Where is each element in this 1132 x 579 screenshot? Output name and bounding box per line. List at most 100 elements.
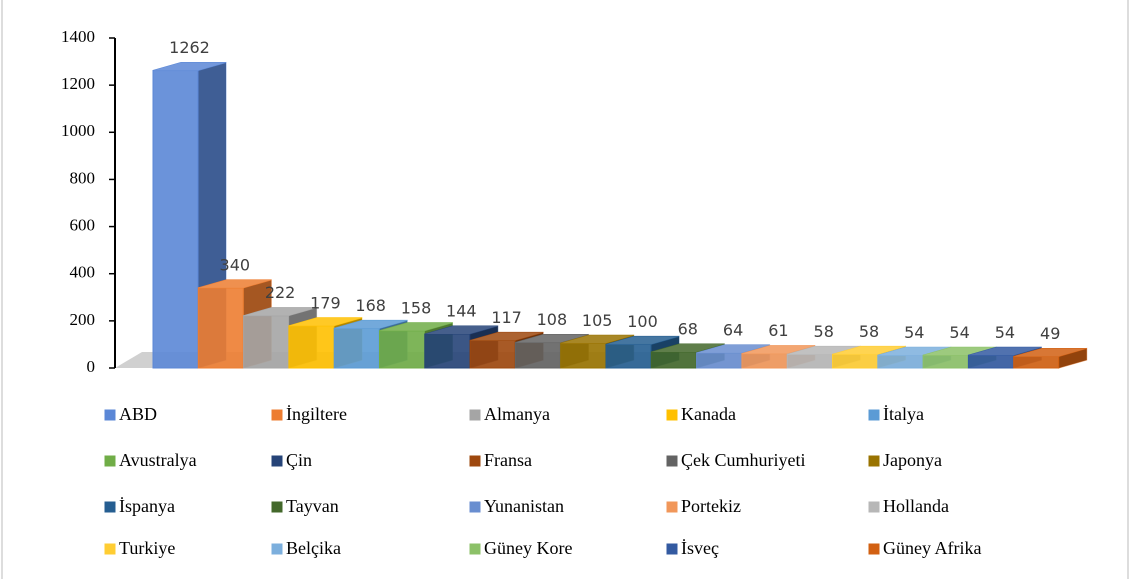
bar-top: [651, 343, 725, 353]
legend-swatch: [469, 501, 481, 513]
bar-top-light: [243, 307, 317, 316]
bar-front: [1013, 355, 1060, 369]
bar-top: [424, 325, 498, 335]
legend-swatch: [104, 455, 116, 467]
bar-top: [198, 279, 272, 289]
y-tick-label: 200: [70, 310, 96, 329]
legend-swatch: [469, 409, 481, 421]
bar-top-light: [424, 326, 498, 335]
value-label: 168: [355, 296, 386, 315]
bar-front: [967, 354, 1014, 369]
bar-top-light: [832, 346, 906, 355]
legend-swatch: [104, 501, 116, 513]
legend-swatch: [271, 455, 283, 467]
value-label: 61: [768, 321, 788, 340]
bar-front: [197, 287, 244, 369]
bar: [1013, 347, 1088, 369]
value-label: 117: [491, 308, 522, 327]
value-label: 100: [627, 312, 658, 331]
bar-top-light: [334, 320, 408, 329]
bar-top-light: [379, 322, 453, 331]
legend-label: Almanya: [484, 404, 550, 424]
legend-swatch: [271, 543, 283, 555]
legend-swatch: [666, 543, 678, 555]
y-tick-label: 0: [87, 357, 96, 376]
value-label: 108: [537, 310, 568, 329]
bar-top: [515, 334, 589, 344]
bar-top-light: [968, 347, 1042, 356]
legend-swatch: [104, 543, 116, 555]
bar-front: [832, 353, 878, 369]
bar-top-light: [153, 62, 226, 71]
legend-label: Japonya: [883, 450, 942, 470]
bar-top-light: [787, 346, 861, 355]
legend-swatch: [271, 409, 283, 421]
value-label: 49: [1040, 324, 1060, 343]
bar-top-light: [198, 279, 272, 288]
bar-front: [152, 70, 199, 369]
bar-top-light: [1013, 348, 1087, 357]
bar-front: [650, 351, 697, 369]
bar-front: [560, 342, 607, 369]
bar-top: [968, 346, 1042, 356]
bar-top-light: [288, 317, 362, 326]
bar-front: [379, 330, 425, 369]
legend-swatch: [666, 409, 678, 421]
bar-top-light: [560, 335, 634, 344]
value-label: 179: [310, 293, 341, 312]
bar-top: [560, 334, 634, 344]
value-label: 1262: [169, 38, 210, 57]
value-label: 58: [814, 322, 834, 341]
bar-top-light: [741, 345, 815, 354]
legend-swatch: [104, 409, 116, 421]
bar-front: [469, 339, 516, 369]
legend-label: Güney Kore: [484, 538, 572, 558]
bar-top-light: [606, 336, 679, 345]
value-label: 54: [949, 323, 969, 342]
legend-swatch: [666, 501, 678, 513]
legend-label: Yunanistan: [484, 496, 564, 516]
value-label: 58: [859, 322, 879, 341]
y-tick-label: 600: [70, 215, 96, 234]
legend-label: ABD: [119, 404, 157, 424]
legend-swatch: [469, 455, 481, 467]
bar-front: [605, 343, 652, 369]
bar-top: [152, 62, 227, 72]
legend-swatch: [271, 501, 283, 513]
bar-front: [514, 342, 561, 369]
legend-label: Belçika: [286, 538, 341, 558]
bar-front: [288, 325, 335, 369]
bar-front: [243, 315, 290, 369]
legend-label: Güney Afrika: [883, 538, 981, 558]
bar-top: [469, 331, 544, 341]
legend-label: Fransa: [484, 450, 532, 470]
legend-swatch: [868, 543, 880, 555]
legend-label: Avustralya: [119, 450, 197, 470]
legend-label: İtalya: [883, 404, 924, 424]
bar-top: [288, 317, 363, 327]
bar-side-shade: [1058, 348, 1087, 368]
bar-top: [696, 344, 770, 354]
legend-label: Kanada: [681, 404, 736, 424]
bar-top: [605, 335, 680, 345]
value-label: 340: [220, 255, 251, 274]
value-label: 144: [446, 302, 477, 321]
legend-swatch: [868, 455, 880, 467]
legend-swatch: [469, 543, 481, 555]
bar-top-light: [515, 334, 589, 343]
legend-label: Portekiz: [681, 496, 741, 516]
y-tick-label: 1200: [61, 74, 95, 93]
legend-label: Tayvan: [286, 496, 339, 516]
value-label: 54: [904, 323, 924, 342]
legend-swatch: [666, 455, 678, 467]
legend-label: İngiltere: [286, 404, 347, 424]
legend-label: Turkiye: [119, 538, 175, 558]
legend-swatch: [868, 409, 880, 421]
legend-swatch: [868, 501, 880, 513]
bar-top: [243, 307, 317, 317]
bar-top: [379, 322, 453, 332]
bar-top: [741, 345, 816, 355]
value-label: 105: [582, 311, 613, 330]
